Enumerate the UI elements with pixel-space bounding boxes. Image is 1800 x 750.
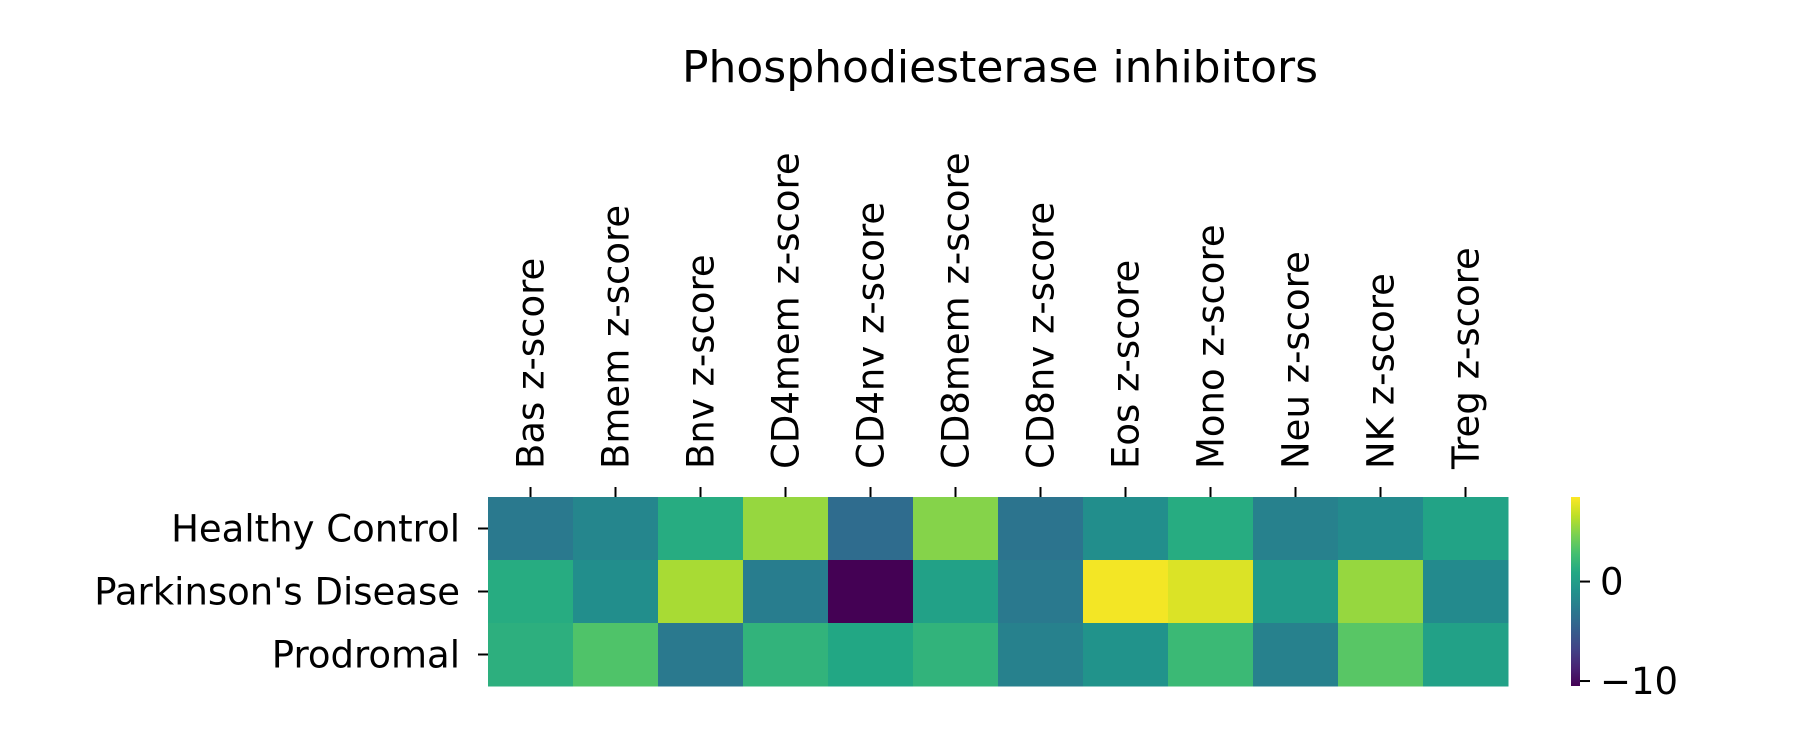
heatmap-cell [658, 497, 744, 561]
x-tick-label: CD8mem z-score [935, 152, 978, 469]
heatmap-cell [573, 497, 659, 561]
heatmap-cell [658, 623, 744, 687]
y-axis-ticks: Healthy Control Parkinson's Disease Prodro… [94, 508, 488, 677]
heatmap-cell [998, 497, 1084, 561]
heatmap-cell [743, 623, 829, 687]
heatmap-cell [913, 497, 999, 561]
heatmap-cell [573, 623, 659, 687]
heatmap-cell [1168, 497, 1254, 561]
y-tick-label: Prodromal [272, 634, 460, 677]
heatmap-cell [913, 560, 999, 624]
y-tick-label: Healthy Control [171, 508, 460, 551]
heatmap-cell [1253, 497, 1339, 561]
heatmap-cell [743, 497, 829, 561]
heatmap-cell [998, 623, 1084, 687]
y-tick-label: Parkinson's Disease [94, 571, 460, 614]
heatmap-cell [828, 497, 914, 561]
heatmap-cell [488, 497, 574, 561]
heatmap-cell [828, 560, 914, 624]
heatmap-cell [1083, 560, 1169, 624]
x-tick-label: NK z-score [1360, 273, 1403, 469]
heatmap-cell [1338, 623, 1424, 687]
chart-title: Phosphodiesterase inhibitors [682, 42, 1318, 93]
colorbar-tick-label: 0 [1600, 561, 1624, 604]
colorbar-gradient [1571, 497, 1580, 686]
x-tick-label: Bmem z-score [595, 205, 638, 469]
heatmap-cell [998, 560, 1084, 624]
colorbar: 0 −10 [1571, 497, 1678, 703]
heatmap-cell [1083, 497, 1169, 561]
heatmap-cell [488, 623, 574, 687]
colorbar-tick-label: −10 [1600, 660, 1678, 703]
heatmap-cell [658, 560, 744, 624]
x-tick-label: Treg z-score [1445, 247, 1488, 470]
x-tick-label: Bnv z-score [680, 254, 723, 469]
heatmap-cell [1168, 623, 1254, 687]
heatmap-cell [1423, 497, 1509, 561]
heatmap-cell [1338, 560, 1424, 624]
heatmap-cell [573, 560, 659, 624]
heatmap-cell [1338, 497, 1424, 561]
heatmap-cell [1083, 623, 1169, 687]
x-tick-label: CD4mem z-score [765, 152, 808, 469]
heatmap-cells [488, 497, 1509, 687]
x-tick-label: Eos z-score [1105, 260, 1148, 469]
x-tick-label: CD8nv z-score [1020, 202, 1063, 469]
heatmap-cell [488, 560, 574, 624]
x-tick-label: Neu z-score [1275, 251, 1318, 469]
x-axis-ticks: Bas z-score Bmem z-score Bnv z-score CD4mem… [510, 152, 1488, 497]
heatmap-cell [1253, 623, 1339, 687]
heatmap-cell [913, 623, 999, 687]
x-tick-label: Mono z-score [1190, 224, 1233, 469]
x-tick-label: Bas z-score [510, 258, 553, 469]
heatmap-cell [1423, 560, 1509, 624]
heatmap-cell [1423, 623, 1509, 687]
heatmap-cell [1253, 560, 1339, 624]
heatmap-cell [743, 560, 829, 624]
heatmap-cell [1168, 560, 1254, 624]
heatmap-cell [828, 623, 914, 687]
x-tick-label: CD4nv z-score [850, 202, 893, 469]
